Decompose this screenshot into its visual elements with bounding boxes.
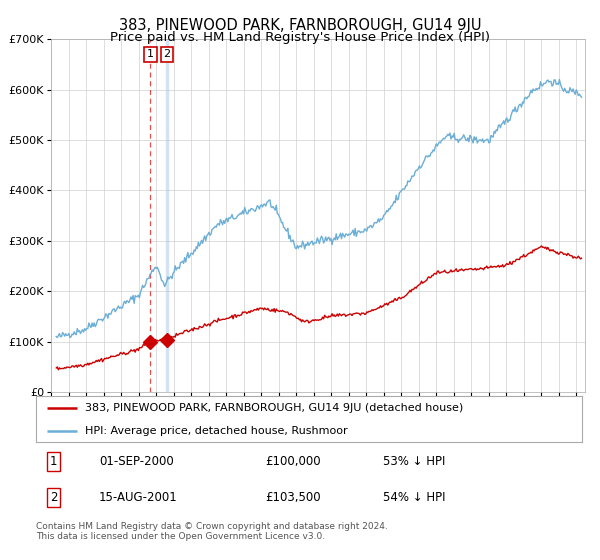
Text: Price paid vs. HM Land Registry's House Price Index (HPI): Price paid vs. HM Land Registry's House … [110,31,490,44]
Text: 1: 1 [50,455,57,469]
Text: 383, PINEWOOD PARK, FARNBOROUGH, GU14 9JU: 383, PINEWOOD PARK, FARNBOROUGH, GU14 9J… [119,18,481,33]
Text: 15-AUG-2001: 15-AUG-2001 [99,491,178,504]
Text: £100,000: £100,000 [265,455,321,469]
Text: £103,500: £103,500 [265,491,321,504]
Text: 2: 2 [163,49,170,59]
Text: 53% ↓ HPI: 53% ↓ HPI [383,455,445,469]
Text: 2: 2 [50,491,57,504]
Text: 1: 1 [147,49,154,59]
Text: 54% ↓ HPI: 54% ↓ HPI [383,491,445,504]
Text: 383, PINEWOOD PARK, FARNBOROUGH, GU14 9JU (detached house): 383, PINEWOOD PARK, FARNBOROUGH, GU14 9J… [85,403,463,413]
Text: Contains HM Land Registry data © Crown copyright and database right 2024.
This d: Contains HM Land Registry data © Crown c… [36,522,388,542]
Text: 01-SEP-2000: 01-SEP-2000 [99,455,173,469]
Text: HPI: Average price, detached house, Rushmoor: HPI: Average price, detached house, Rush… [85,426,348,436]
